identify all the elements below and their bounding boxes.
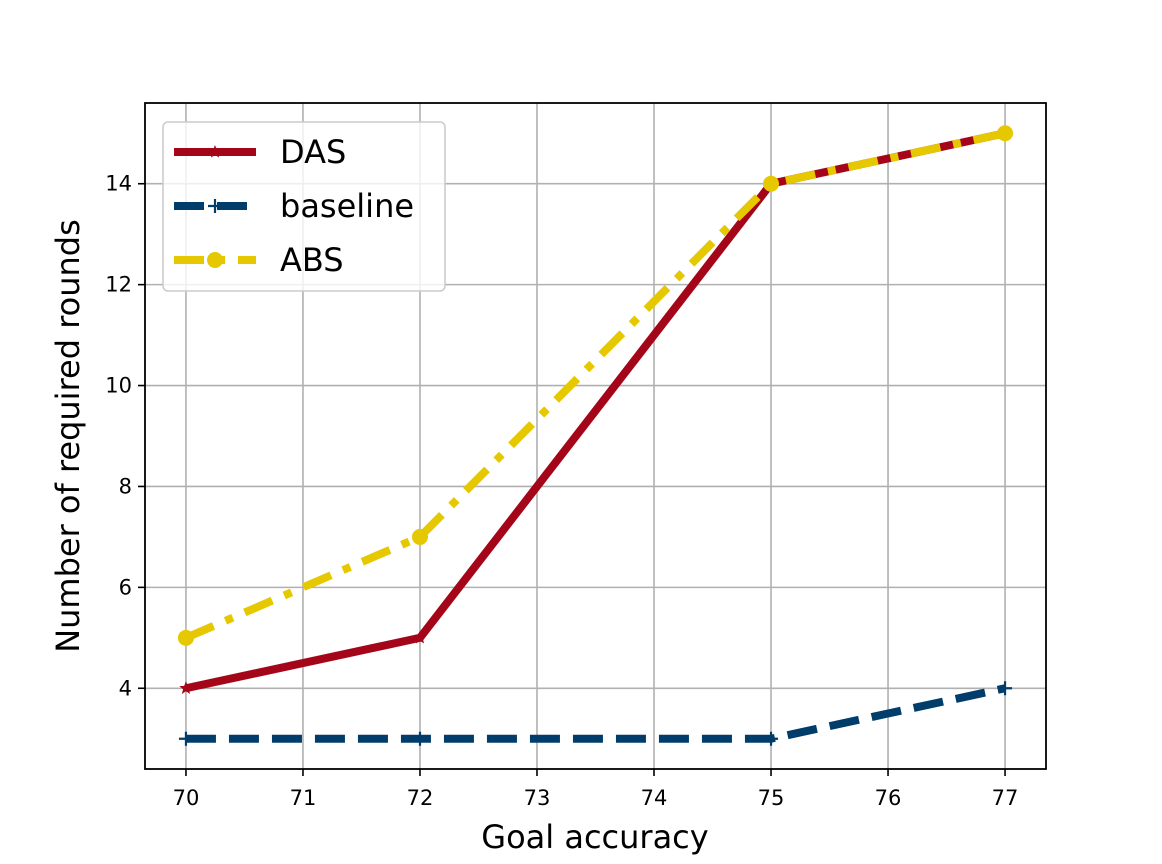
x-tick-label: 71 [290,786,317,810]
series-baseline [178,681,1013,746]
legend-marker-baseline [208,199,222,213]
data-point-baseline [412,731,427,746]
legend-item-abs: ABS [174,241,344,279]
data-point-abs [997,125,1014,142]
x-tick-label: 74 [641,786,668,810]
x-tick-label: 72 [407,786,434,810]
x-tick-label: 77 [992,786,1019,810]
y-tick-label: 6 [119,575,132,599]
data-point-abs [411,528,428,545]
x-tick-label: 70 [173,786,200,810]
data-point-baseline [998,681,1013,696]
y-tick-label: 14 [105,172,132,196]
series-line-das [185,129,1006,693]
x-tick-label: 76 [875,786,902,810]
legend-marker-das [208,145,222,158]
legend-item-baseline: baseline [174,187,414,225]
data-point-das [179,681,193,694]
x-tick-label: 73 [524,786,551,810]
plot-frame [144,102,1047,770]
data-point-baseline [764,731,779,746]
data-point-abs [177,629,194,646]
legend: DAS baseline ABS [162,121,446,292]
y-tick-label: 12 [105,273,132,297]
y-tick-label: 10 [105,374,132,398]
y-axis-title: Number of required rounds [49,219,87,653]
data-point-das [413,630,427,644]
legend-label-baseline: baseline [280,187,414,225]
x-axis-title: Goal accuracy [481,818,708,856]
x-tick-label: 75 [758,786,785,810]
tick-layer: 70 71 72 73 74 75 76 77 4 6 8 10 12 14 [105,172,1018,810]
y-tick-label: 4 [119,676,132,700]
y-tick-label: 8 [119,474,132,498]
data-point-abs [763,175,780,192]
grid [145,103,1046,769]
series-line-baseline [185,684,1006,743]
data-point-baseline [178,731,193,746]
legend-item-das: DAS [174,133,346,171]
legend-box [162,121,446,292]
legend-marker-abs [207,252,223,268]
legend-label-das: DAS [280,133,346,171]
legend-label-abs: ABS [280,241,344,279]
series-abs [177,125,1014,646]
series-layer [177,125,1014,746]
